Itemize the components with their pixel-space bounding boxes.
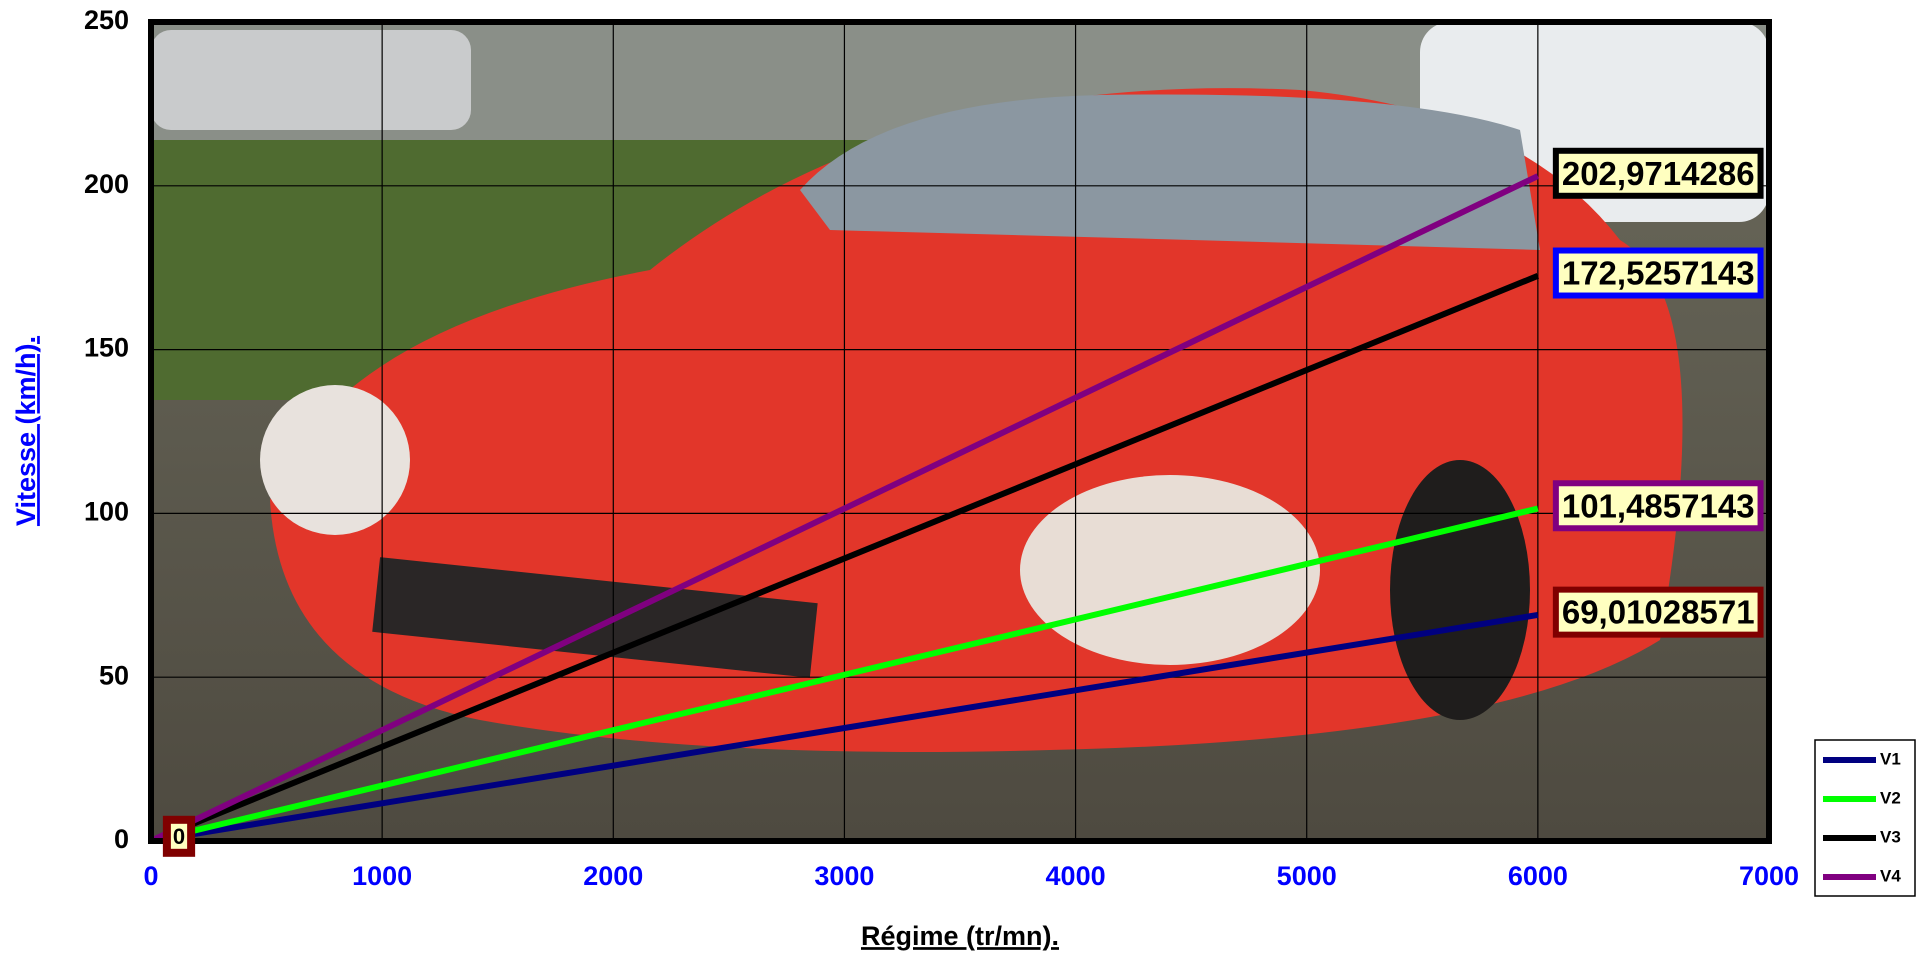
x-tick-label: 6000 <box>1508 861 1568 891</box>
x-axis-title: Régime (tr/mn). <box>861 921 1059 951</box>
data-label-text: 101,4857143 <box>1562 487 1755 524</box>
y-axis-title: Vitesse (km/h). <box>11 336 41 526</box>
background-photo <box>151 22 1769 841</box>
data-label: 202,9714286 <box>1556 151 1761 196</box>
legend-label: V4 <box>1880 866 1901 885</box>
x-tick-label: 5000 <box>1277 861 1337 891</box>
y-tick-label: 100 <box>84 497 129 527</box>
x-tick-label: 3000 <box>814 861 874 891</box>
data-label: 0 <box>167 820 191 853</box>
data-label-text: 69,01028571 <box>1562 594 1755 631</box>
page: 0 69,01028571 101,4857143 172,5257143 202,97… <box>0 0 1922 956</box>
y-tick-label: 150 <box>84 333 129 363</box>
data-label-text: 172,5257143 <box>1562 255 1755 292</box>
x-tick-label: 0 <box>143 861 158 891</box>
y-tick-label: 50 <box>99 660 129 690</box>
data-label: 172,5257143 <box>1556 251 1761 296</box>
chart: 0 69,01028571 101,4857143 172,5257143 202,97… <box>0 0 1922 956</box>
data-label-text: 0 <box>173 824 185 849</box>
data-label-text: 202,9714286 <box>1562 155 1755 192</box>
x-tick-label: 1000 <box>352 861 412 891</box>
y-tick-label: 250 <box>84 5 129 35</box>
data-label: 101,4857143 <box>1556 483 1761 528</box>
x-tick-label: 2000 <box>583 861 643 891</box>
y-tick-label: 200 <box>84 169 129 199</box>
x-tick-label: 4000 <box>1046 861 1106 891</box>
x-tick-label: 7000 <box>1739 861 1799 891</box>
legend-label: V1 <box>1880 749 1901 768</box>
legend-label: V3 <box>1880 827 1901 846</box>
legend-label: V2 <box>1880 788 1901 807</box>
data-label: 69,01028571 <box>1556 590 1761 635</box>
y-tick-label: 0 <box>114 824 129 854</box>
